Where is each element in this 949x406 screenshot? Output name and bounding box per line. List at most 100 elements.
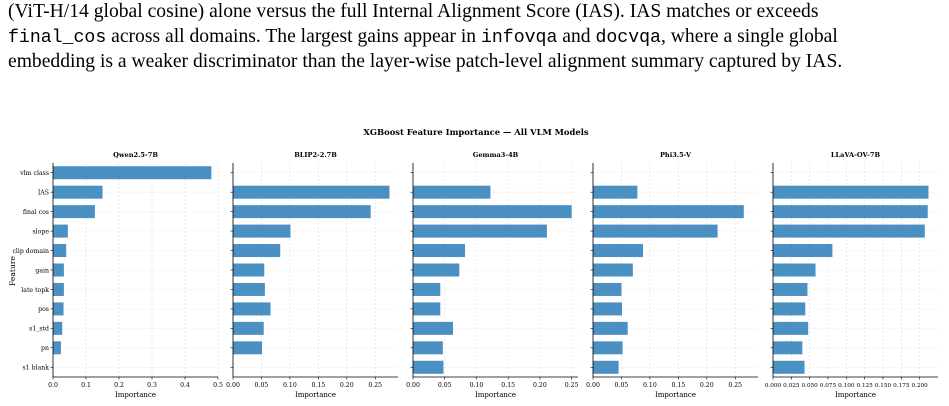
x-tick-label: 0.25 xyxy=(728,382,742,389)
bar-s1-blank xyxy=(773,360,805,374)
y-tick-label: clip domain xyxy=(12,248,49,255)
x-tick-label: 0.150 xyxy=(875,383,892,389)
panel-title: Phi3.5-V xyxy=(660,151,692,159)
y-tick-label: slope xyxy=(32,228,49,235)
chart-panel-5: 0.000 0.025 0.050 0.075 0.100 0.125 0.150 0.175… xyxy=(765,151,938,399)
x-tick-label: 0.125 xyxy=(857,383,874,389)
code-docvqa: docvqa xyxy=(595,27,661,48)
bar-pn xyxy=(233,341,263,355)
bar-ias xyxy=(413,185,491,199)
bar-late-topk xyxy=(773,282,808,296)
x-axis-label: Importance xyxy=(295,391,336,399)
bar-s1-std xyxy=(593,321,628,335)
bar-ias xyxy=(593,185,638,199)
x-axis-label: Importance xyxy=(115,391,156,399)
x-tick-label: 0.10 xyxy=(283,382,297,389)
bar-ias xyxy=(233,185,390,199)
x-tick-label: 0.050 xyxy=(802,383,819,389)
x-tick-label: 0.200 xyxy=(912,383,929,389)
paragraph-text: , where a single global xyxy=(660,25,838,47)
bar-slope xyxy=(413,224,547,238)
y-tick-label: gain xyxy=(35,267,49,274)
bar-slope xyxy=(773,224,925,238)
bar-late-topk xyxy=(233,282,265,296)
bar-pos xyxy=(773,302,806,316)
bar-final-cos xyxy=(773,205,928,219)
x-tick-label: 0.15 xyxy=(671,382,685,389)
bar-late-topk xyxy=(53,282,64,296)
y-tick-label: final cos xyxy=(23,209,49,216)
code-infovqa: infovqa xyxy=(480,27,558,48)
x-tick-label: 0.25 xyxy=(565,382,579,389)
bar-pn xyxy=(413,341,443,355)
bar-late-topk xyxy=(593,282,622,296)
x-tick-label: 0.3 xyxy=(147,382,157,389)
x-tick-label: 0.175 xyxy=(893,383,910,389)
chart-panel-1: vlm class IAS final cos slope clip domain gai… xyxy=(12,151,223,399)
bar-gain xyxy=(593,263,633,277)
x-tick-label: 0.10 xyxy=(470,382,484,389)
x-tick-label: 0.05 xyxy=(255,382,269,389)
x-tick-label: 0.0 xyxy=(48,382,58,389)
bar-ias xyxy=(773,185,929,199)
feature-importance-figure: XGBoost Feature Importance — All VLM Mod… xyxy=(8,127,938,399)
x-tick-label: 0.20 xyxy=(533,382,547,389)
bar-s1-std xyxy=(773,321,809,335)
bar-final-cos xyxy=(53,205,95,219)
bar-s1-std xyxy=(413,321,453,335)
bar-pn xyxy=(53,341,61,355)
x-tick-label: 0.100 xyxy=(838,383,855,389)
x-tick-label: 0.05 xyxy=(438,382,452,389)
paragraph-line-2: final_cos across all domains. The larges… xyxy=(8,25,941,51)
bar-pos xyxy=(413,302,441,316)
bar-final-cos xyxy=(593,205,744,219)
bar-slope xyxy=(233,224,291,238)
figure-suptitle: XGBoost Feature Importance — All VLM Mod… xyxy=(363,127,588,137)
paragraph-text: across all domains. The largest gains ap… xyxy=(106,25,481,47)
x-tick-label: 0.4 xyxy=(180,382,190,389)
x-axis-label: Importance xyxy=(475,391,516,399)
y-tick-label: vlm class xyxy=(19,170,49,177)
bar-pos xyxy=(593,302,623,316)
x-tick-label: 0.00 xyxy=(586,382,600,389)
y-tick-label: s1 blank xyxy=(23,365,50,372)
x-tick-label: 0.00 xyxy=(226,382,240,389)
bar-clip-domain xyxy=(233,244,281,258)
x-axis-label: Importance xyxy=(655,391,696,399)
bar-late-topk xyxy=(413,282,441,296)
x-tick-label: 0.5 xyxy=(213,382,223,389)
bar-gain xyxy=(53,263,64,277)
y-tick-label: pos xyxy=(38,306,49,313)
body-paragraph: (ViT-H/14 global cosine) alone versus th… xyxy=(8,0,941,75)
y-tick-label: s1_std xyxy=(29,326,49,333)
bar-s1-blank xyxy=(593,360,619,374)
bar-final-cos xyxy=(233,205,371,219)
panel-title: BLIP2-2.7B xyxy=(294,151,337,159)
chart-panel-4: 0.00 0.05 0.10 0.15 0.20 0.25 Phi3.5-V Importan… xyxy=(586,151,758,399)
bar-slope xyxy=(593,224,718,238)
x-tick-label: 0.00 xyxy=(406,382,420,389)
x-tick-label: 0.15 xyxy=(501,382,515,389)
bar-s1-std xyxy=(233,321,264,335)
bar-s1-std xyxy=(53,321,63,335)
bar-pn xyxy=(773,341,803,355)
x-tick-label: 0.10 xyxy=(643,382,657,389)
x-tick-label: 0.025 xyxy=(783,383,800,389)
chart-panel-3: 0.00 0.05 0.10 0.15 0.20 0.25 Gemma3-4B Importa… xyxy=(406,151,578,399)
bar-clip-domain xyxy=(593,244,644,258)
paragraph-text: and xyxy=(557,25,596,47)
paragraph-line-3: embedding is a weaker discriminator than… xyxy=(8,51,843,72)
chart-panels: vlm class IAS final cos slope clip domain gai… xyxy=(12,151,938,399)
x-tick-label: 0.15 xyxy=(311,382,325,389)
bar-ias xyxy=(53,185,103,199)
bar-clip-domain xyxy=(413,244,466,258)
x-axis-label: Importance xyxy=(835,391,876,399)
bar-clip-domain xyxy=(773,244,833,258)
bar-pos xyxy=(53,302,64,316)
bar-pn xyxy=(593,341,623,355)
x-tick-label: 0.075 xyxy=(820,383,837,389)
x-tick-label: 0.2 xyxy=(114,382,124,389)
panel-title: LLaVA-OV-7B xyxy=(831,151,881,159)
figure-ylabel: Feature xyxy=(8,256,17,286)
x-tick-label: 0.20 xyxy=(340,382,354,389)
